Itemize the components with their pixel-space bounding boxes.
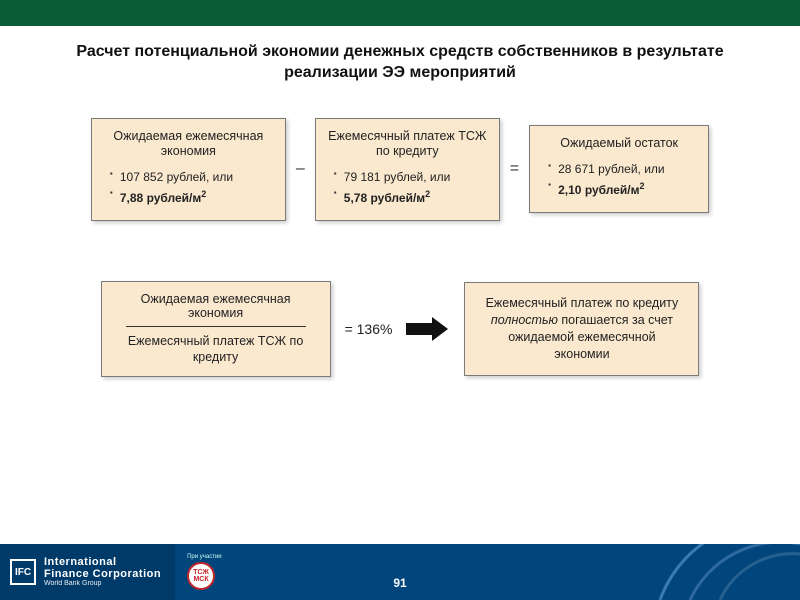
top-bar <box>0 0 800 26</box>
equation-row: Ожидаемая ежемесячная экономия 107 852 р… <box>0 118 800 222</box>
fraction-denominator: Ежемесячный платеж ТСЖ по кредиту <box>116 329 316 366</box>
box-remainder-item-1: 28 671 рублей, или <box>548 160 696 179</box>
minus-sign: – <box>294 160 307 178</box>
fraction-box: Ожидаемая ежемесячная экономия Ежемесячн… <box>101 281 331 377</box>
ifc-logo-icon: IFC <box>10 559 36 585</box>
page-title: Расчет потенциальной экономии денежных с… <box>0 26 800 84</box>
fraction-line <box>126 326 306 327</box>
box-remainder-item-2: 2,10 рублей/м2 <box>548 179 696 200</box>
arrow-icon <box>406 318 450 340</box>
box-savings-item-1: 107 852 рублей, или <box>110 168 273 187</box>
ratio-row: Ожидаемая ежемесячная экономия Ежемесячн… <box>0 281 800 377</box>
box-savings-item-2: 7,88 рублей/м2 <box>110 187 273 208</box>
box-payment: Ежемесячный платеж ТСЖ по кредиту 79 181… <box>315 118 500 222</box>
page-number: 91 <box>393 576 406 590</box>
box-remainder: Ожидаемый остаток 28 671 рублей, или 2,1… <box>529 125 709 213</box>
equals-sign: = <box>508 160 521 178</box>
footer-arcs <box>620 544 800 600</box>
conclusion-box: Ежемесячный платеж по кредиту полностью … <box>464 282 699 376</box>
badge-icon: ТСЖ МСК <box>187 562 215 590</box>
box-savings-title: Ожидаемая ежемесячная экономия <box>104 129 273 160</box>
ifc-logo-block: IFC International Finance Corporation Wo… <box>0 544 175 600</box>
box-payment-item-2: 5,78 рублей/м2 <box>334 187 487 208</box>
partner-badge: При участии ТСЖ МСК <box>187 554 222 590</box>
box-remainder-title: Ожидаемый остаток <box>542 136 696 152</box>
box-payment-title: Ежемесячный платеж ТСЖ по кредиту <box>328 129 487 160</box>
ifc-text: International Finance Corporation World … <box>44 556 161 588</box>
box-payment-item-1: 79 181 рублей, или <box>334 168 487 187</box>
fraction-numerator: Ожидаемая ежемесячная экономия <box>116 292 316 324</box>
ratio-result: = 136% <box>345 321 393 337</box>
footer: IFC International Finance Corporation Wo… <box>0 544 800 600</box>
box-savings: Ожидаемая ежемесячная экономия 107 852 р… <box>91 118 286 222</box>
